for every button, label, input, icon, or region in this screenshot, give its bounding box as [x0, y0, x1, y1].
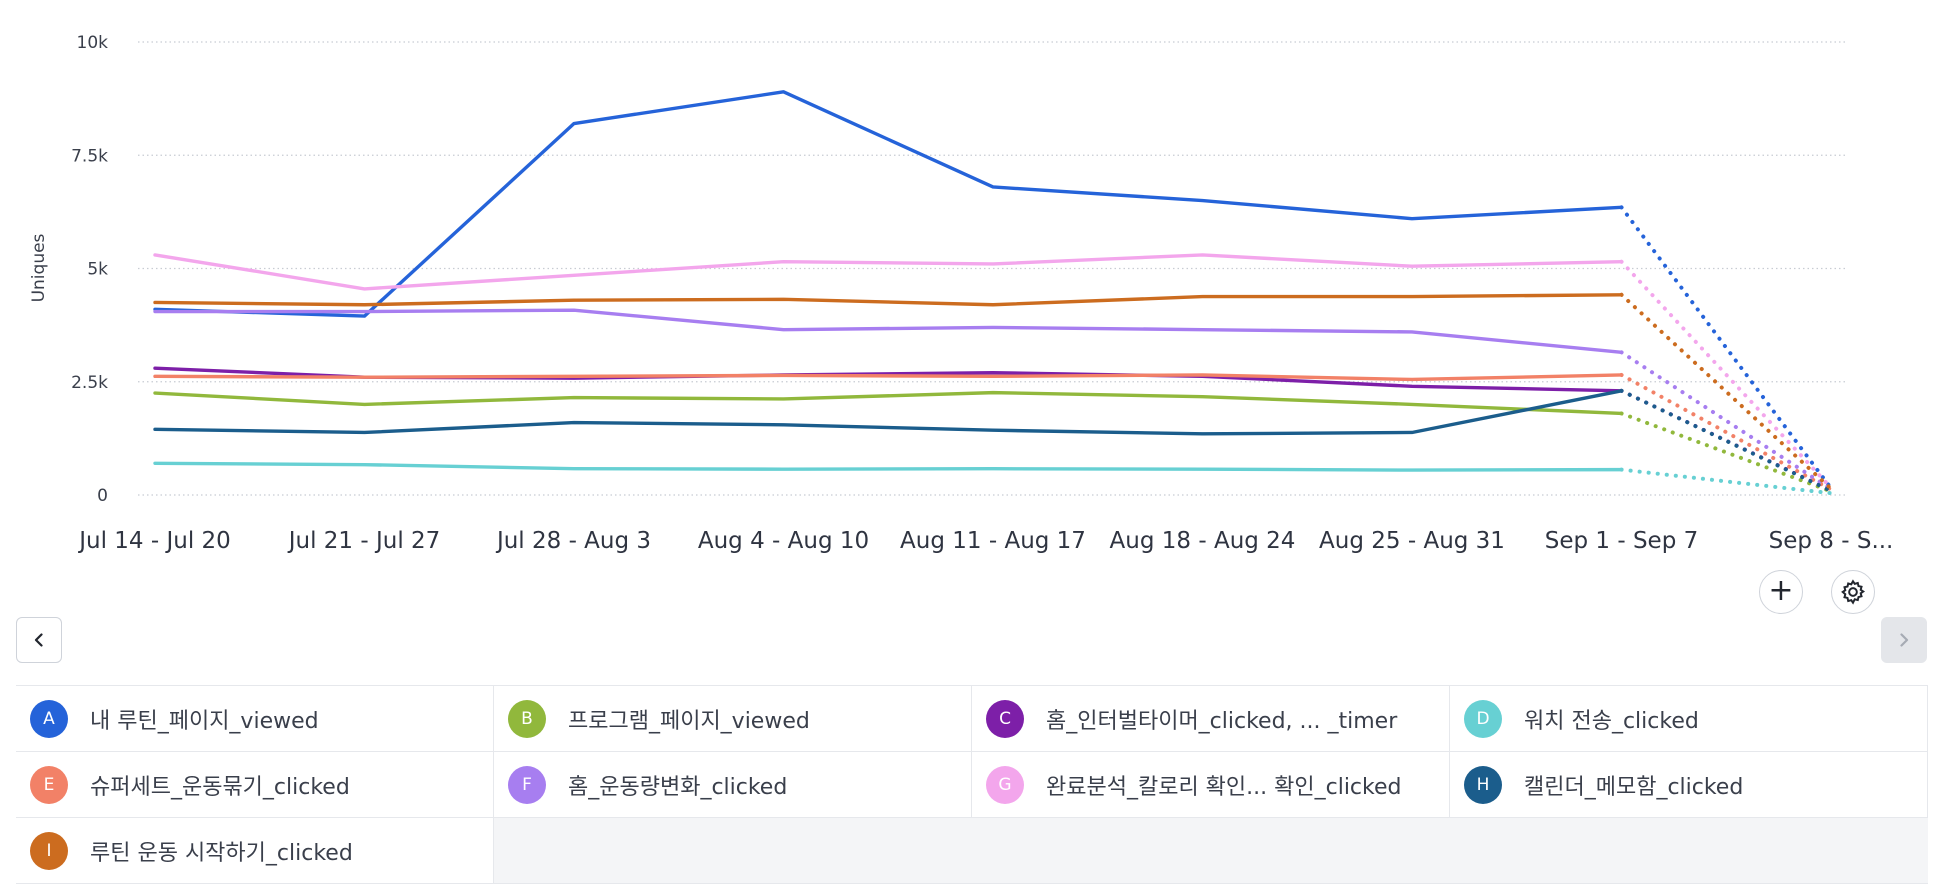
add-button-label: +: [1768, 572, 1794, 608]
x-tick-label: Aug 18 - Aug 24: [1110, 528, 1296, 554]
legend-badge: B: [508, 699, 546, 738]
series-B[interactable]: [153, 390, 1833, 494]
legend-item-C[interactable]: C 홈_인터벌타이머_clicked, ... _timer: [972, 686, 1450, 752]
legend-label: 프로그램_페이지_viewed: [568, 708, 810, 734]
grid-lines: [138, 41, 1845, 496]
legend-badge: H: [1464, 765, 1502, 804]
y-tick-label: 2.5k: [71, 373, 108, 393]
series-line-D[interactable]: [153, 461, 1624, 472]
series-H[interactable]: [153, 388, 1833, 493]
series-A[interactable]: [153, 90, 1833, 491]
legend-badge: I: [30, 831, 68, 870]
x-axis-ticks: Jul 14 - Jul 20 Jul 21 - Jul 27 Jul 28 - A…: [77, 528, 1893, 554]
x-tick-label: Jul 14 - Jul 20: [77, 528, 231, 554]
y-tick-label: 10k: [77, 33, 109, 53]
y-tick-label: 0: [97, 486, 108, 506]
legend-item-E[interactable]: E 슈퍼세트_운동묶기_clicked: [16, 752, 494, 818]
legend-next-button[interactable]: [1881, 617, 1927, 663]
legend-label: 완료분석_칼로리 확인... 확인_clicked: [1046, 774, 1402, 800]
legend-item-G[interactable]: G 완료분석_칼로리 확인... 확인_clicked: [972, 752, 1450, 818]
series-line-H[interactable]: [153, 389, 1624, 436]
legend-badge: F: [508, 765, 546, 804]
legend-label: 내 루틴_페이지_viewed: [90, 708, 319, 734]
series-projection-F: [1619, 350, 1833, 492]
legend-label: 슈퍼세트_운동묶기_clicked: [90, 774, 350, 800]
legend-item-D[interactable]: D 워치 전송_clicked: [1450, 686, 1928, 752]
series-E[interactable]: [153, 372, 1833, 492]
legend-prev-button[interactable]: [16, 617, 62, 663]
x-tick-label: Sep 1 - Sep 7: [1545, 528, 1699, 554]
legend-item-B[interactable]: B 프로그램_페이지_viewed: [494, 686, 972, 752]
y-axis-title: Uniques: [29, 233, 49, 302]
y-tick-label: 5k: [87, 260, 108, 280]
series-line-G[interactable]: [153, 253, 1624, 291]
series-projection-H: [1619, 388, 1833, 493]
legend-label: 캘린더_메모함_clicked: [1524, 774, 1744, 800]
series-lines: [153, 90, 1833, 496]
add-annotation-button[interactable]: +: [1759, 570, 1803, 614]
chart-settings-button[interactable]: [1831, 570, 1875, 614]
legend-badge: G: [986, 765, 1024, 804]
legend-item-H[interactable]: H 캘린더_메모함_clicked: [1450, 752, 1928, 818]
legend-item-A[interactable]: A 내 루틴_페이지_viewed: [16, 686, 494, 752]
x-tick-label: Jul 28 - Aug 3: [495, 528, 651, 554]
legend-item-I[interactable]: I 루틴 운동 시작하기_clicked: [16, 818, 494, 884]
series-line-I[interactable]: [153, 293, 1624, 307]
series-G[interactable]: [153, 253, 1833, 490]
series-projection-G: [1619, 259, 1833, 490]
series-I[interactable]: [153, 292, 1833, 491]
series-projection-A: [1619, 205, 1833, 491]
legend-badge: A: [30, 699, 68, 738]
x-tick-label: Aug 11 - Aug 17: [900, 528, 1086, 554]
legend-empty-cell: [494, 818, 1928, 884]
series-F[interactable]: [153, 308, 1833, 492]
x-tick-label: Aug 25 - Aug 31: [1319, 528, 1505, 554]
y-axis-ticks: 0 2.5k 5k 7.5k 10k: [71, 33, 108, 506]
legend-badge: E: [30, 765, 68, 804]
legend-label: 홈_인터벌타이머_clicked, ... _timer: [1046, 708, 1398, 734]
x-tick-label: Jul 21 - Jul 27: [287, 528, 441, 554]
legend-badge: C: [986, 699, 1024, 738]
series-line-A[interactable]: [153, 90, 1624, 318]
series-projection-B: [1619, 411, 1833, 494]
series-projection-I: [1619, 292, 1833, 491]
chevron-left-icon: [30, 631, 48, 649]
series-projection-E: [1619, 372, 1833, 492]
legend-label: 루틴 운동 시작하기_clicked: [90, 840, 353, 866]
legend: A 내 루틴_페이지_viewed B 프로그램_페이지_viewed C 홈_인터벌타이…: [16, 685, 1928, 886]
x-tick-label: Aug 4 - Aug 10: [698, 528, 869, 554]
gear-icon: [1839, 578, 1867, 606]
series-line-B[interactable]: [153, 390, 1624, 416]
series-line-E[interactable]: [153, 373, 1624, 382]
series-D[interactable]: [153, 461, 1833, 496]
y-tick-label: 7.5k: [71, 146, 108, 166]
x-tick-label: Sep 8 - S...: [1769, 528, 1894, 554]
legend-item-F[interactable]: F 홈_운동량변화_clicked: [494, 752, 972, 818]
legend-label: 홈_운동량변화_clicked: [568, 774, 788, 800]
legend-label: 워치 전송_clicked: [1524, 708, 1699, 734]
series-projection-D: [1619, 467, 1833, 496]
chevron-right-icon: [1895, 631, 1913, 649]
series-line-F[interactable]: [153, 308, 1624, 355]
legend-badge: D: [1464, 699, 1502, 738]
